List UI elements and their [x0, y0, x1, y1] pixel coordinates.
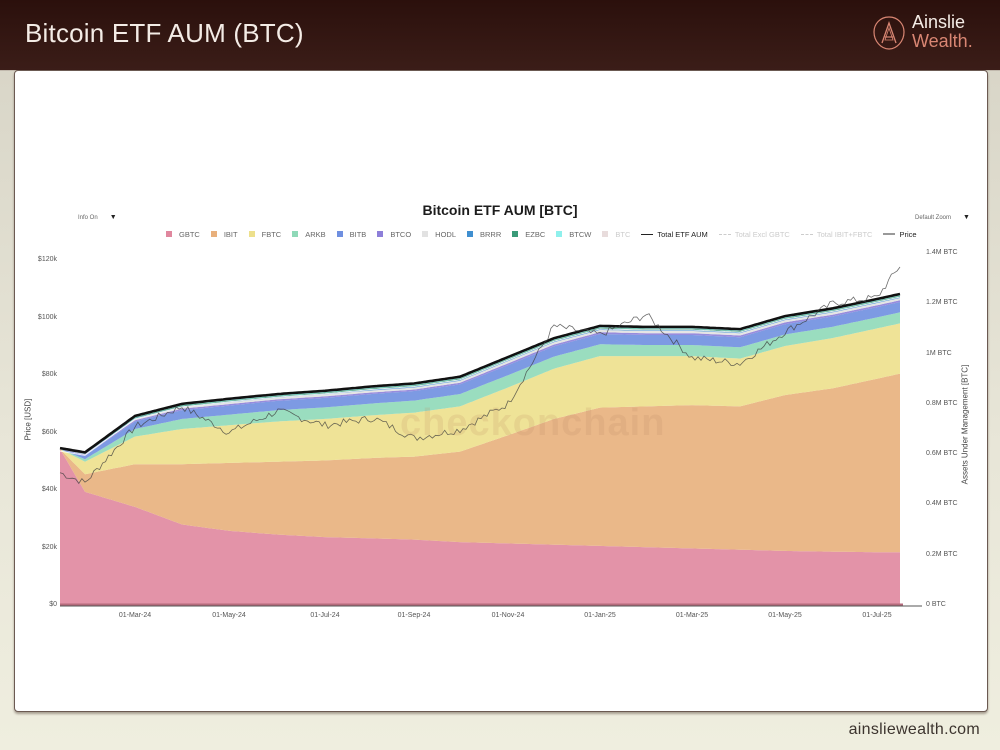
- total-etf-aum-line[interactable]: [59, 292, 901, 454]
- y-tick-right: 0 BTC: [926, 601, 946, 608]
- zoom-dropdown[interactable]: Default Zoom ▼: [915, 214, 970, 221]
- legend-item-btco[interactable]: BTCO: [377, 230, 411, 239]
- legend-item-total-excl-gbtc[interactable]: Total Excl GBTC: [718, 229, 790, 239]
- y-tick-right: 1M BTC: [926, 349, 952, 357]
- legend-item-brrr[interactable]: BRRR: [467, 230, 501, 239]
- y-tick-left: $40k: [41, 486, 57, 493]
- legend-swatch: [467, 231, 473, 237]
- legend-item-btc[interactable]: BTC: [602, 230, 630, 239]
- watermark: checkonchain: [400, 402, 666, 444]
- legend-item-price[interactable]: Price: [883, 229, 917, 239]
- legend-swatch: [336, 231, 343, 237]
- legend-swatch: [210, 231, 217, 237]
- page-title: Bitcoin ETF AUM (BTC): [25, 18, 304, 48]
- y-tick-right: 1.2M BTC: [926, 299, 958, 307]
- legend-item-total-etf-aum[interactable]: Total ETF AUM: [641, 229, 708, 239]
- area-gbtc[interactable]: [60, 449, 900, 605]
- page-header: Bitcoin ETF AUM (BTC) Ainslie Wealth.: [0, 0, 1000, 70]
- legend-item-hodl[interactable]: HODL: [422, 230, 456, 239]
- legend-label: Total Excl GBTC: [734, 229, 790, 239]
- legend-label: Total ETF AUM: [657, 229, 708, 239]
- legend-swatch: [292, 231, 299, 237]
- legend-item-btcw[interactable]: BTCW: [556, 230, 591, 239]
- info-toggle-dropdown[interactable]: Info On ▼: [78, 214, 117, 221]
- x-tick: 01-Mar-24: [118, 612, 152, 619]
- dropdown-arrow-icon: ▼: [963, 214, 970, 221]
- legend-swatch: [166, 231, 172, 237]
- legend-label: BTC: [615, 229, 631, 239]
- y-tick-left: $60k: [41, 428, 57, 436]
- x-tick: 01-Jul-24: [310, 612, 340, 619]
- x-tick: 01-Jan-25: [584, 612, 616, 619]
- y-tick-right: 0.6M BTC: [926, 450, 958, 458]
- price-line[interactable]: [59, 266, 901, 485]
- info-toggle-label: Info On: [78, 215, 98, 221]
- legend-label: BITB: [349, 229, 367, 239]
- y-tick-right: 0.4M BTC: [926, 500, 958, 508]
- chart-title: Bitcoin ETF AUM [BTC]: [422, 202, 578, 218]
- brand-logo[interactable]: Ainslie Wealth.: [870, 12, 990, 56]
- legend-swatch: [377, 231, 384, 237]
- legend-dashed-line: [800, 233, 813, 235]
- y-tick-left: $20k: [41, 543, 57, 551]
- y-tick-right: 1.4M BTC: [926, 249, 958, 256]
- x-tick: 01-Sep-24: [397, 612, 431, 619]
- dropdown-arrow-icon: ▼: [109, 214, 117, 221]
- brand-name-line2: Wealth.: [912, 31, 973, 51]
- legend-item-ibit[interactable]: IBIT: [210, 229, 238, 239]
- area-bitb[interactable]: [60, 302, 900, 460]
- legend-swatch: [556, 231, 563, 237]
- legend-dashed-line: [718, 233, 731, 235]
- x-tick: 01-May-24: [212, 612, 246, 619]
- legend-item-gbtc[interactable]: GBTC: [166, 230, 200, 239]
- legend-label: ARKB: [305, 229, 326, 239]
- area-arkb[interactable]: [60, 312, 900, 462]
- zoom-dropdown-label: Default Zoom: [915, 215, 952, 221]
- legend-swatch: [602, 231, 609, 237]
- legend-swatch: [248, 231, 255, 237]
- legend-label: IBIT: [223, 229, 238, 239]
- area-ibit[interactable]: [60, 373, 900, 553]
- legend-label: BRRR: [480, 229, 502, 239]
- legend-item-total-ibit-fbtc[interactable]: Total IBIT+FBTC: [800, 229, 873, 239]
- legend-swatch: [422, 231, 429, 237]
- x-tick: 01-May-25: [768, 612, 802, 619]
- legend-label: EZBC: [525, 229, 546, 239]
- y-tick-right: 0.2M BTC: [926, 550, 958, 558]
- legend-label: HODL: [435, 229, 456, 239]
- x-tick: 01-Nov-24: [491, 612, 525, 619]
- legend-line: [883, 233, 896, 235]
- y-tick-left: $0: [49, 601, 57, 608]
- legend-label: Price: [899, 229, 917, 239]
- legend-label: BTCO: [390, 229, 412, 239]
- legend-item-bitb[interactable]: BITB: [336, 229, 367, 239]
- legend-item-arkb[interactable]: ARKB: [292, 229, 326, 239]
- legend-label: Total IBIT+FBTC: [816, 229, 873, 239]
- y-tick-left: $100k: [37, 313, 57, 321]
- chart-legend: GBTC IBIT FBTC ARKB BITB BTCO HODL BRRR EZBC BTCW…: [166, 228, 928, 240]
- brand-name-line1: Ainslie: [912, 12, 966, 32]
- x-tick: 01-Mar-25: [675, 612, 709, 619]
- legend-label: FBTC: [261, 229, 282, 239]
- y-tick-right: 0.8M BTC: [926, 399, 958, 407]
- total-etf-aum-highlight: [59, 296, 901, 456]
- footer-url[interactable]: ainsliewealth.com: [848, 721, 980, 738]
- y-tick-left: $120k: [37, 256, 57, 263]
- legend-item-fbtc[interactable]: FBTC: [248, 229, 282, 239]
- legend-swatch: [512, 231, 519, 237]
- y-tick-left: $80k: [41, 371, 57, 378]
- legend-item-ezbc[interactable]: EZBC: [512, 230, 545, 239]
- legend-label: BTCW: [569, 229, 592, 239]
- ainslie-logo-icon: [873, 16, 905, 50]
- legend-label: GBTC: [179, 229, 200, 239]
- area-fbtc[interactable]: [60, 323, 900, 475]
- x-tick: 01-Jul-25: [862, 612, 892, 619]
- legend-line-marker: [641, 233, 654, 235]
